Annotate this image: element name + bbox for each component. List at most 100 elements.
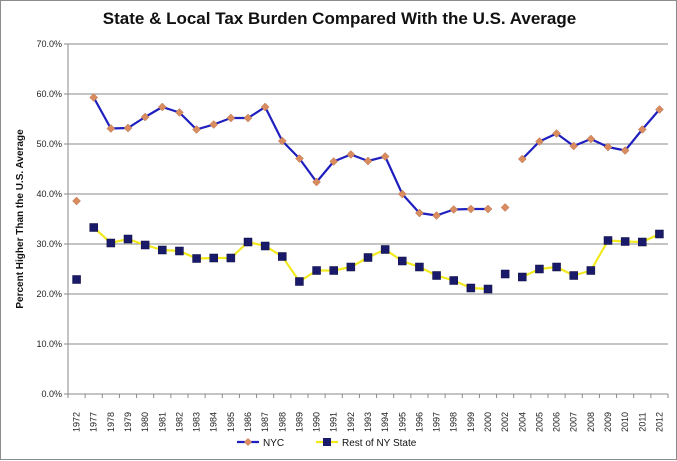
data-point <box>432 271 441 280</box>
data-point <box>140 240 150 250</box>
x-tick-label: 1996 <box>414 412 424 432</box>
x-tick-label: 1999 <box>466 412 476 432</box>
legend-item-rest-of-ny-state: Rest of NY State <box>316 438 417 449</box>
x-tick-label: 2004 <box>517 412 527 432</box>
legend-item-nyc: NYC <box>237 438 284 449</box>
y-axis-title: Percent Higher Than the U.S. Average <box>15 129 26 309</box>
data-point <box>380 245 390 254</box>
data-point <box>192 254 201 263</box>
x-tick-label: 2008 <box>586 412 596 432</box>
x-tick-label: 1988 <box>277 412 287 432</box>
data-point <box>140 112 150 122</box>
data-point <box>552 262 561 272</box>
data-point <box>157 102 167 112</box>
x-tick-label: 2010 <box>620 412 630 432</box>
data-point <box>620 146 630 155</box>
x-tick-label: 1982 <box>174 412 184 432</box>
x-tick-label: 2002 <box>500 412 510 432</box>
x-tick-label: 2012 <box>654 412 664 432</box>
data-point <box>586 266 596 275</box>
data-point <box>449 276 458 285</box>
x-tick-label: 2011 <box>637 412 647 431</box>
y-tick-label: 60.0% <box>36 89 62 99</box>
x-tick-label: 1998 <box>449 412 459 432</box>
series-line-segment <box>92 96 112 130</box>
series-line-segment <box>246 105 267 120</box>
series-line-segment <box>521 140 541 161</box>
series-line-segment <box>315 160 335 184</box>
data-point <box>192 125 201 134</box>
data-point <box>483 204 493 214</box>
data-point <box>243 237 253 247</box>
data-point <box>569 271 578 280</box>
x-tick-label: 1993 <box>363 412 373 432</box>
data-point <box>603 236 613 245</box>
series-line-segment <box>384 155 404 196</box>
data-point <box>72 196 81 206</box>
data-point <box>277 136 287 146</box>
data-point <box>483 284 493 294</box>
data-point <box>295 277 304 286</box>
y-tick-label: 50.0% <box>36 139 62 149</box>
series-line-segment <box>281 139 301 160</box>
x-tick-label: 1995 <box>397 412 407 432</box>
data-point <box>500 269 510 279</box>
data-point <box>260 102 270 112</box>
legend-label: Rest of NY State <box>342 438 417 449</box>
data-point <box>175 246 184 256</box>
data-point <box>620 237 630 246</box>
y-tick-label: 40.0% <box>36 189 62 199</box>
data-point <box>72 275 81 284</box>
x-tick-label: 2007 <box>569 412 579 432</box>
data-point <box>329 266 338 275</box>
series-line-segment <box>401 192 421 215</box>
data-point <box>175 108 184 117</box>
x-tick-label: 1978 <box>106 412 116 432</box>
x-tick-label: 1986 <box>243 412 253 432</box>
data-point <box>346 150 356 159</box>
x-tick-label: 1989 <box>294 412 304 432</box>
data-point <box>552 129 561 138</box>
data-point <box>398 256 407 266</box>
data-point <box>123 234 133 244</box>
data-point <box>243 113 253 123</box>
data-point <box>209 120 219 129</box>
data-point <box>637 125 647 134</box>
data-point <box>363 156 373 166</box>
series-line-segment <box>264 105 284 143</box>
y-tick-label: 10.0% <box>36 339 62 349</box>
data-point <box>415 262 424 272</box>
data-point <box>466 283 476 293</box>
x-tick-label: 1992 <box>346 412 356 432</box>
data-point <box>89 223 98 232</box>
x-tick-label: 1990 <box>312 412 322 432</box>
y-tick-label: 30.0% <box>36 239 62 249</box>
data-point <box>518 272 527 282</box>
x-tick-label: 1984 <box>209 412 219 432</box>
x-tick-label: 1994 <box>380 412 390 432</box>
series-line-segment <box>144 105 164 119</box>
series-line-segment <box>178 111 198 131</box>
data-point <box>655 105 664 114</box>
x-tick-label: 1987 <box>260 412 270 432</box>
data-point <box>363 253 373 262</box>
data-point <box>535 137 544 146</box>
data-point <box>278 252 287 261</box>
x-tick-label: 1991 <box>329 412 339 432</box>
data-point <box>226 113 236 123</box>
x-tick-label: 2000 <box>483 412 493 432</box>
x-tick-label: 1985 <box>226 412 236 432</box>
data-point <box>432 211 441 220</box>
data-point <box>346 262 356 272</box>
legend-swatch-marker <box>244 438 252 446</box>
x-tick-label: 1997 <box>432 412 442 432</box>
chart-title: State & Local Tax Burden Compared With t… <box>102 9 577 28</box>
data-point <box>312 266 321 275</box>
data-point <box>123 123 133 133</box>
data-point <box>295 154 304 163</box>
series-nyc <box>72 93 664 220</box>
x-tick-label: 2005 <box>534 412 544 432</box>
y-tick-label: 20.0% <box>36 289 62 299</box>
data-point <box>106 238 116 248</box>
